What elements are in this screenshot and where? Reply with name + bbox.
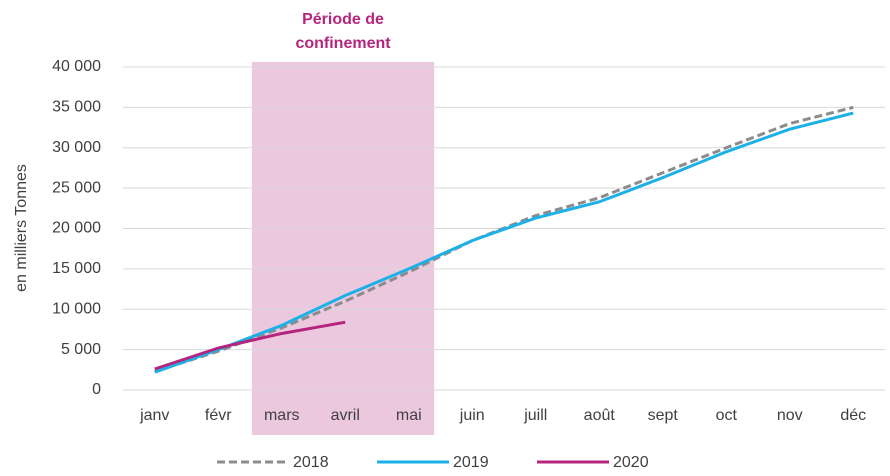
x-tick-label: févr <box>205 407 232 424</box>
y-tick-label: 30 000 <box>52 139 101 156</box>
x-tick-label: août <box>584 407 616 424</box>
y-tick-label: 5 000 <box>61 341 101 358</box>
x-tick-label: sept <box>648 407 679 424</box>
series-line <box>154 320 346 371</box>
x-tick-label: nov <box>777 407 803 424</box>
legend-label: 2019 <box>453 454 489 471</box>
x-tick-label: avril <box>331 407 360 424</box>
x-tick-label: mai <box>396 407 422 424</box>
series-line <box>154 111 854 374</box>
y-tick-label: 40 000 <box>52 58 101 75</box>
x-tick-label: oct <box>716 407 738 424</box>
x-tick-label: juin <box>459 407 485 424</box>
legend-label: 2020 <box>613 454 649 471</box>
x-tick-label: mars <box>264 407 300 424</box>
x-tick-label: juill <box>523 407 547 424</box>
confinement-band <box>251 62 435 435</box>
y-tick-label: 0 <box>92 381 101 398</box>
y-axis-label: en milliers Tonnes <box>13 164 30 292</box>
x-tick-label: janv <box>139 407 169 424</box>
annotation: Période de confinement <box>295 11 391 52</box>
y-tick-label: 25 000 <box>52 179 101 196</box>
x-tick-label: déc <box>840 407 866 424</box>
y-tick-label: 10 000 <box>52 300 101 317</box>
legend-label: 2018 <box>293 454 329 471</box>
y-tick-label: 15 000 <box>52 260 101 277</box>
y-tick-label: 35 000 <box>52 99 101 116</box>
y-tick-label: 20 000 <box>52 220 101 237</box>
